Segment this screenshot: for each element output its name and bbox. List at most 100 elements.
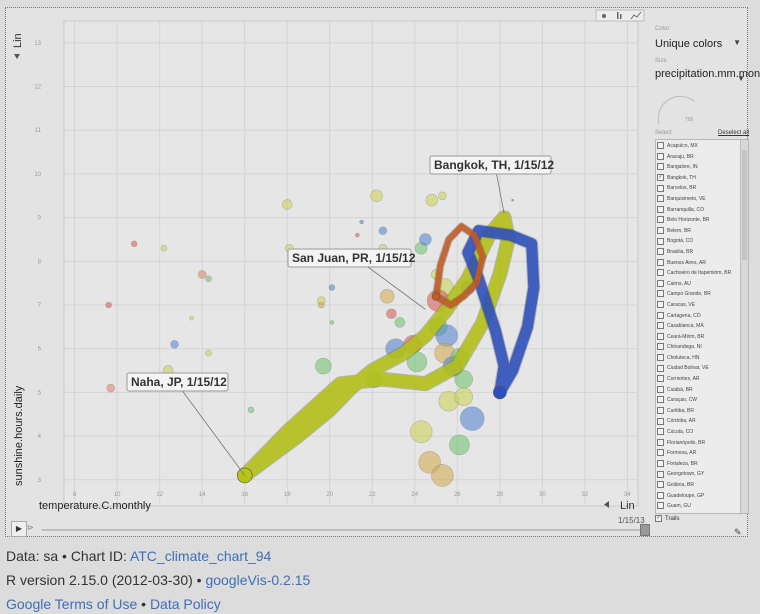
time-slider-knob[interactable] bbox=[640, 524, 650, 536]
entity-checkbox[interactable] bbox=[657, 470, 664, 478]
entity-list-item[interactable]: Ciudad Bolivar, VE bbox=[656, 363, 748, 374]
entity-checkbox[interactable] bbox=[657, 449, 664, 457]
entity-checkbox[interactable] bbox=[657, 152, 664, 160]
data-point[interactable] bbox=[170, 340, 179, 349]
trail-endpoint[interactable] bbox=[431, 291, 441, 301]
data-point[interactable] bbox=[247, 406, 255, 414]
data-point[interactable] bbox=[317, 301, 325, 309]
entity-list-item[interactable]: Fortaleza, BR bbox=[656, 459, 748, 470]
data-point[interactable] bbox=[379, 288, 395, 304]
entity-checkbox[interactable] bbox=[657, 502, 664, 510]
data-point[interactable] bbox=[449, 434, 470, 456]
entity-list-item[interactable]: Cartagena, CO bbox=[656, 311, 748, 322]
deselect-all-link[interactable]: Deselect all bbox=[718, 130, 750, 136]
data-point[interactable] bbox=[406, 351, 428, 373]
entity-list-item[interactable]: Choluteca, HN bbox=[656, 353, 748, 364]
entity-checkbox[interactable] bbox=[657, 290, 664, 298]
list-scrollbar[interactable] bbox=[740, 140, 748, 513]
entity-list-item[interactable]: Goiânia, BR bbox=[656, 480, 748, 491]
entity-list-item[interactable]: Barcelos, BR bbox=[656, 183, 748, 194]
entity-list-item[interactable]: Ceará-Mirim, BR bbox=[656, 332, 748, 343]
entity-checkbox[interactable] bbox=[657, 385, 664, 393]
entity-checkbox[interactable] bbox=[657, 343, 664, 351]
entity-checkbox[interactable] bbox=[657, 396, 664, 404]
time-slider[interactable] bbox=[42, 529, 642, 531]
scrollbar-thumb[interactable] bbox=[742, 150, 747, 260]
entity-list-item[interactable]: ✓ Bangkok, TH bbox=[656, 173, 748, 184]
entity-checkbox[interactable] bbox=[657, 417, 664, 425]
data-point[interactable] bbox=[281, 199, 293, 210]
data-policy-link[interactable]: Data Policy bbox=[149, 596, 221, 612]
entity-checkbox[interactable] bbox=[657, 258, 664, 266]
data-point[interactable] bbox=[386, 308, 397, 320]
entity-list-item[interactable]: Belem, BR bbox=[656, 226, 748, 237]
entity-list-item[interactable]: Formosa, AR bbox=[656, 448, 748, 459]
data-point[interactable] bbox=[459, 406, 485, 431]
data-point[interactable] bbox=[419, 233, 432, 246]
data-point[interactable] bbox=[105, 301, 112, 309]
data-point[interactable] bbox=[106, 383, 116, 393]
data-point[interactable] bbox=[394, 317, 406, 328]
play-button[interactable]: ▶ bbox=[11, 521, 27, 537]
wrench-icon[interactable]: ✎ bbox=[734, 527, 742, 537]
entity-checkbox[interactable] bbox=[657, 205, 664, 213]
data-point[interactable] bbox=[454, 387, 473, 407]
entity-checkbox[interactable] bbox=[657, 428, 664, 436]
data-point[interactable] bbox=[329, 320, 335, 325]
chevron-down-icon[interactable]: ▼ bbox=[737, 74, 745, 83]
y-scale-select[interactable]: Lin bbox=[12, 33, 24, 48]
entity-list-item[interactable]: Cuiabá, BR bbox=[656, 385, 748, 396]
data-point[interactable] bbox=[359, 219, 364, 225]
data-point[interactable] bbox=[189, 315, 194, 321]
entity-list-item[interactable]: Acapulco, MX bbox=[656, 141, 748, 152]
data-point[interactable] bbox=[355, 232, 360, 238]
entity-list-item[interactable]: Corrientes, AR bbox=[656, 374, 748, 385]
speed-icon[interactable]: ⊳ bbox=[27, 523, 34, 532]
entity-checkbox[interactable] bbox=[657, 163, 664, 171]
data-point[interactable] bbox=[160, 244, 168, 252]
entity-checkbox[interactable] bbox=[657, 354, 664, 362]
entity-checkbox[interactable] bbox=[657, 322, 664, 330]
size-select[interactable]: precipitation.mm.monthly bbox=[655, 68, 760, 81]
entity-list[interactable]: Acapulco, MX Aracaju, BR Bangalore, IN ✓ Ban… bbox=[655, 139, 749, 514]
entity-list-item[interactable]: Guadeloupe, GP bbox=[656, 491, 748, 502]
entity-checkbox[interactable] bbox=[657, 459, 664, 467]
entity-checkbox[interactable] bbox=[657, 248, 664, 256]
entity-checkbox[interactable] bbox=[657, 301, 664, 309]
entity-list-item[interactable]: Buenos Aires, AR bbox=[656, 258, 748, 269]
trail-endpoint[interactable] bbox=[493, 385, 507, 400]
entity-list-item[interactable]: Belo Horizonte, BR bbox=[656, 215, 748, 226]
trail-line[interactable] bbox=[238, 211, 515, 482]
entity-checkbox[interactable] bbox=[657, 269, 664, 277]
entity-checkbox[interactable] bbox=[657, 481, 664, 489]
data-point[interactable] bbox=[328, 284, 336, 291]
data-point[interactable] bbox=[315, 357, 332, 375]
bar-view-icon[interactable] bbox=[617, 12, 619, 19]
entity-checkbox[interactable] bbox=[657, 375, 664, 383]
data-point[interactable] bbox=[205, 349, 212, 357]
trails-toggle[interactable]: ✓ Trails bbox=[655, 515, 679, 522]
entity-list-item[interactable]: Bogotá, CO bbox=[656, 236, 748, 247]
entity-checkbox[interactable] bbox=[657, 279, 664, 287]
entity-list-item[interactable]: Cairns, AU bbox=[656, 279, 748, 290]
entity-checkbox[interactable] bbox=[657, 195, 664, 203]
data-point[interactable] bbox=[130, 240, 138, 248]
entity-checkbox[interactable] bbox=[657, 216, 664, 224]
trail-line[interactable] bbox=[433, 223, 486, 308]
entity-checkbox[interactable] bbox=[657, 142, 664, 150]
bar-view-icon[interactable] bbox=[620, 14, 622, 19]
entity-checkbox[interactable] bbox=[657, 364, 664, 372]
entity-list-item[interactable]: Barranquilla, CO bbox=[656, 205, 748, 216]
entity-list-item[interactable]: Barquisimeto, VE bbox=[656, 194, 748, 205]
color-select[interactable]: Unique colors ▼ bbox=[655, 38, 747, 50]
entity-list-item[interactable]: Campo Grande, BR bbox=[656, 289, 748, 300]
entity-checkbox[interactable] bbox=[657, 332, 664, 340]
entity-list-item[interactable]: Bangalore, IN bbox=[656, 162, 748, 173]
entity-checkbox[interactable] bbox=[657, 237, 664, 245]
googlevis-link[interactable]: googleVis-0.2.15 bbox=[205, 572, 311, 588]
entity-list-item[interactable]: Florianópolis, BR bbox=[656, 438, 748, 449]
entity-checkbox[interactable] bbox=[657, 438, 664, 446]
entity-list-item[interactable]: Curaçao, CW bbox=[656, 395, 748, 406]
entity-checkbox[interactable] bbox=[657, 491, 664, 499]
point-label-box[interactable] bbox=[126, 372, 229, 392]
